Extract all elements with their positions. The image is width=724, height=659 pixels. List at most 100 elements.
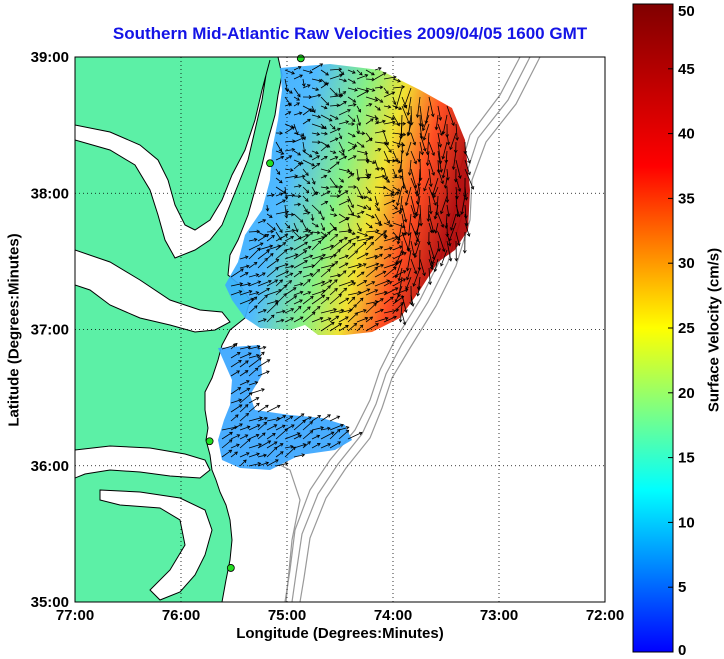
vector-arrow-head [440, 210, 444, 215]
y-tick-label: 39:00 [31, 49, 69, 66]
vector-arrow-head [426, 218, 431, 222]
vector-arrow-head [294, 174, 299, 179]
vector-arrow-head [401, 224, 406, 229]
vector-arrow-head [343, 101, 347, 105]
vector-arrow [338, 69, 345, 75]
vector-arrow-head [340, 308, 345, 313]
y-tick-label: 38:00 [31, 185, 69, 202]
vector-arrow [401, 105, 410, 124]
vector-arrow [302, 177, 311, 184]
vector-arrow [428, 141, 435, 156]
vector-arrow [239, 298, 254, 305]
vector-arrow [284, 308, 294, 314]
vector-arrow [266, 245, 281, 251]
vector-arrow-head [365, 157, 370, 162]
vector-arrow-head [305, 233, 309, 238]
vector-arrow-head [371, 77, 376, 82]
vector-arrow [338, 186, 341, 193]
vector-arrow [239, 404, 249, 413]
vector-arrow [311, 132, 320, 135]
vector-arrow-head [263, 233, 267, 238]
vector-arrow-head [316, 268, 321, 273]
vector-arrow-head [311, 162, 315, 167]
vector-arrow [275, 462, 288, 467]
vector-arrow [257, 294, 268, 305]
vector-arrow-head [406, 247, 411, 252]
vector-arrow-head [273, 441, 278, 445]
vector-arrow-head [367, 206, 372, 211]
vector-arrow-head [317, 114, 322, 119]
vector-arrow [275, 156, 284, 161]
vector-arrow-head [299, 74, 303, 78]
vector-arrow-head [297, 305, 302, 310]
vector-arrow [338, 101, 347, 107]
vector-arrow-head [419, 222, 423, 227]
vector-arrow [329, 177, 338, 189]
vector-arrow-head [291, 228, 296, 233]
bay-water [75, 59, 271, 259]
vector-arrow [401, 168, 405, 189]
vector-arrow [239, 452, 250, 458]
vector-arrow [320, 168, 331, 173]
vector-arrow-head [276, 171, 281, 175]
vector-arrow-head [289, 168, 294, 172]
vector-arrow-head [325, 72, 329, 76]
vector-arrow-head [333, 213, 338, 217]
vector-arrow-head [348, 229, 353, 233]
vector-arrow-head [464, 197, 469, 201]
vector-arrow-head [294, 228, 299, 233]
vector-arrow-head [257, 462, 262, 466]
vector-arrow [365, 289, 378, 296]
vector-arrow-head [441, 248, 446, 253]
vector-arrow-head [396, 240, 401, 245]
vector-arrow-head [238, 398, 243, 403]
vector-arrow [311, 204, 322, 214]
vector-arrow [239, 272, 249, 278]
y-tick-label: 37:00 [31, 322, 69, 339]
vector-arrow [329, 138, 339, 143]
vector-arrow [293, 175, 305, 179]
vector-arrow [442, 114, 448, 135]
vector-arrow-head [361, 131, 366, 136]
vector-arrow-head [423, 187, 427, 192]
vector-arrow [356, 309, 367, 314]
vector-arrow [455, 204, 461, 217]
vector-arrow-head [299, 290, 304, 295]
vector-arrow [257, 245, 273, 251]
vector-arrow-head [429, 183, 433, 188]
vector-arrow-head [265, 461, 270, 466]
vector-arrow [365, 78, 375, 81]
vector-arrow [392, 168, 397, 178]
vector-arrow-head [375, 202, 379, 207]
vector-arrow-head [284, 214, 289, 219]
vector-arrow [365, 230, 379, 233]
vector-arrow-head [445, 134, 450, 138]
vector-arrow [428, 267, 431, 285]
vector-arrow-head [302, 443, 307, 447]
vector-arrow [275, 242, 286, 251]
vector-arrow [257, 280, 272, 287]
vector-arrow-head [431, 152, 435, 157]
vector-arrow [248, 381, 258, 386]
colorbar-tick-label: 40 [678, 126, 695, 143]
vector-arrow [383, 254, 392, 260]
vector-arrow [311, 87, 319, 91]
vector-arrow [338, 325, 349, 332]
vector-arrow [230, 268, 244, 278]
vector-arrow [435, 114, 439, 130]
vector-arrow-head [375, 229, 380, 233]
vector-arrow [365, 168, 369, 177]
vector-arrow [320, 231, 331, 242]
vector-arrow-head [466, 233, 471, 237]
vector-arrow [275, 186, 286, 194]
vector-arrow [302, 311, 316, 323]
vector-arrow-head [263, 453, 268, 458]
vector-arrow [338, 177, 344, 183]
velocity-field-south [218, 345, 352, 470]
vector-arrow-head [300, 413, 305, 417]
y-tick-label: 35:00 [31, 594, 69, 611]
vector-arrow [320, 190, 331, 197]
vector-arrow [230, 451, 238, 458]
vector-arrow-head [340, 423, 344, 428]
vector-arrow-head [338, 293, 342, 298]
